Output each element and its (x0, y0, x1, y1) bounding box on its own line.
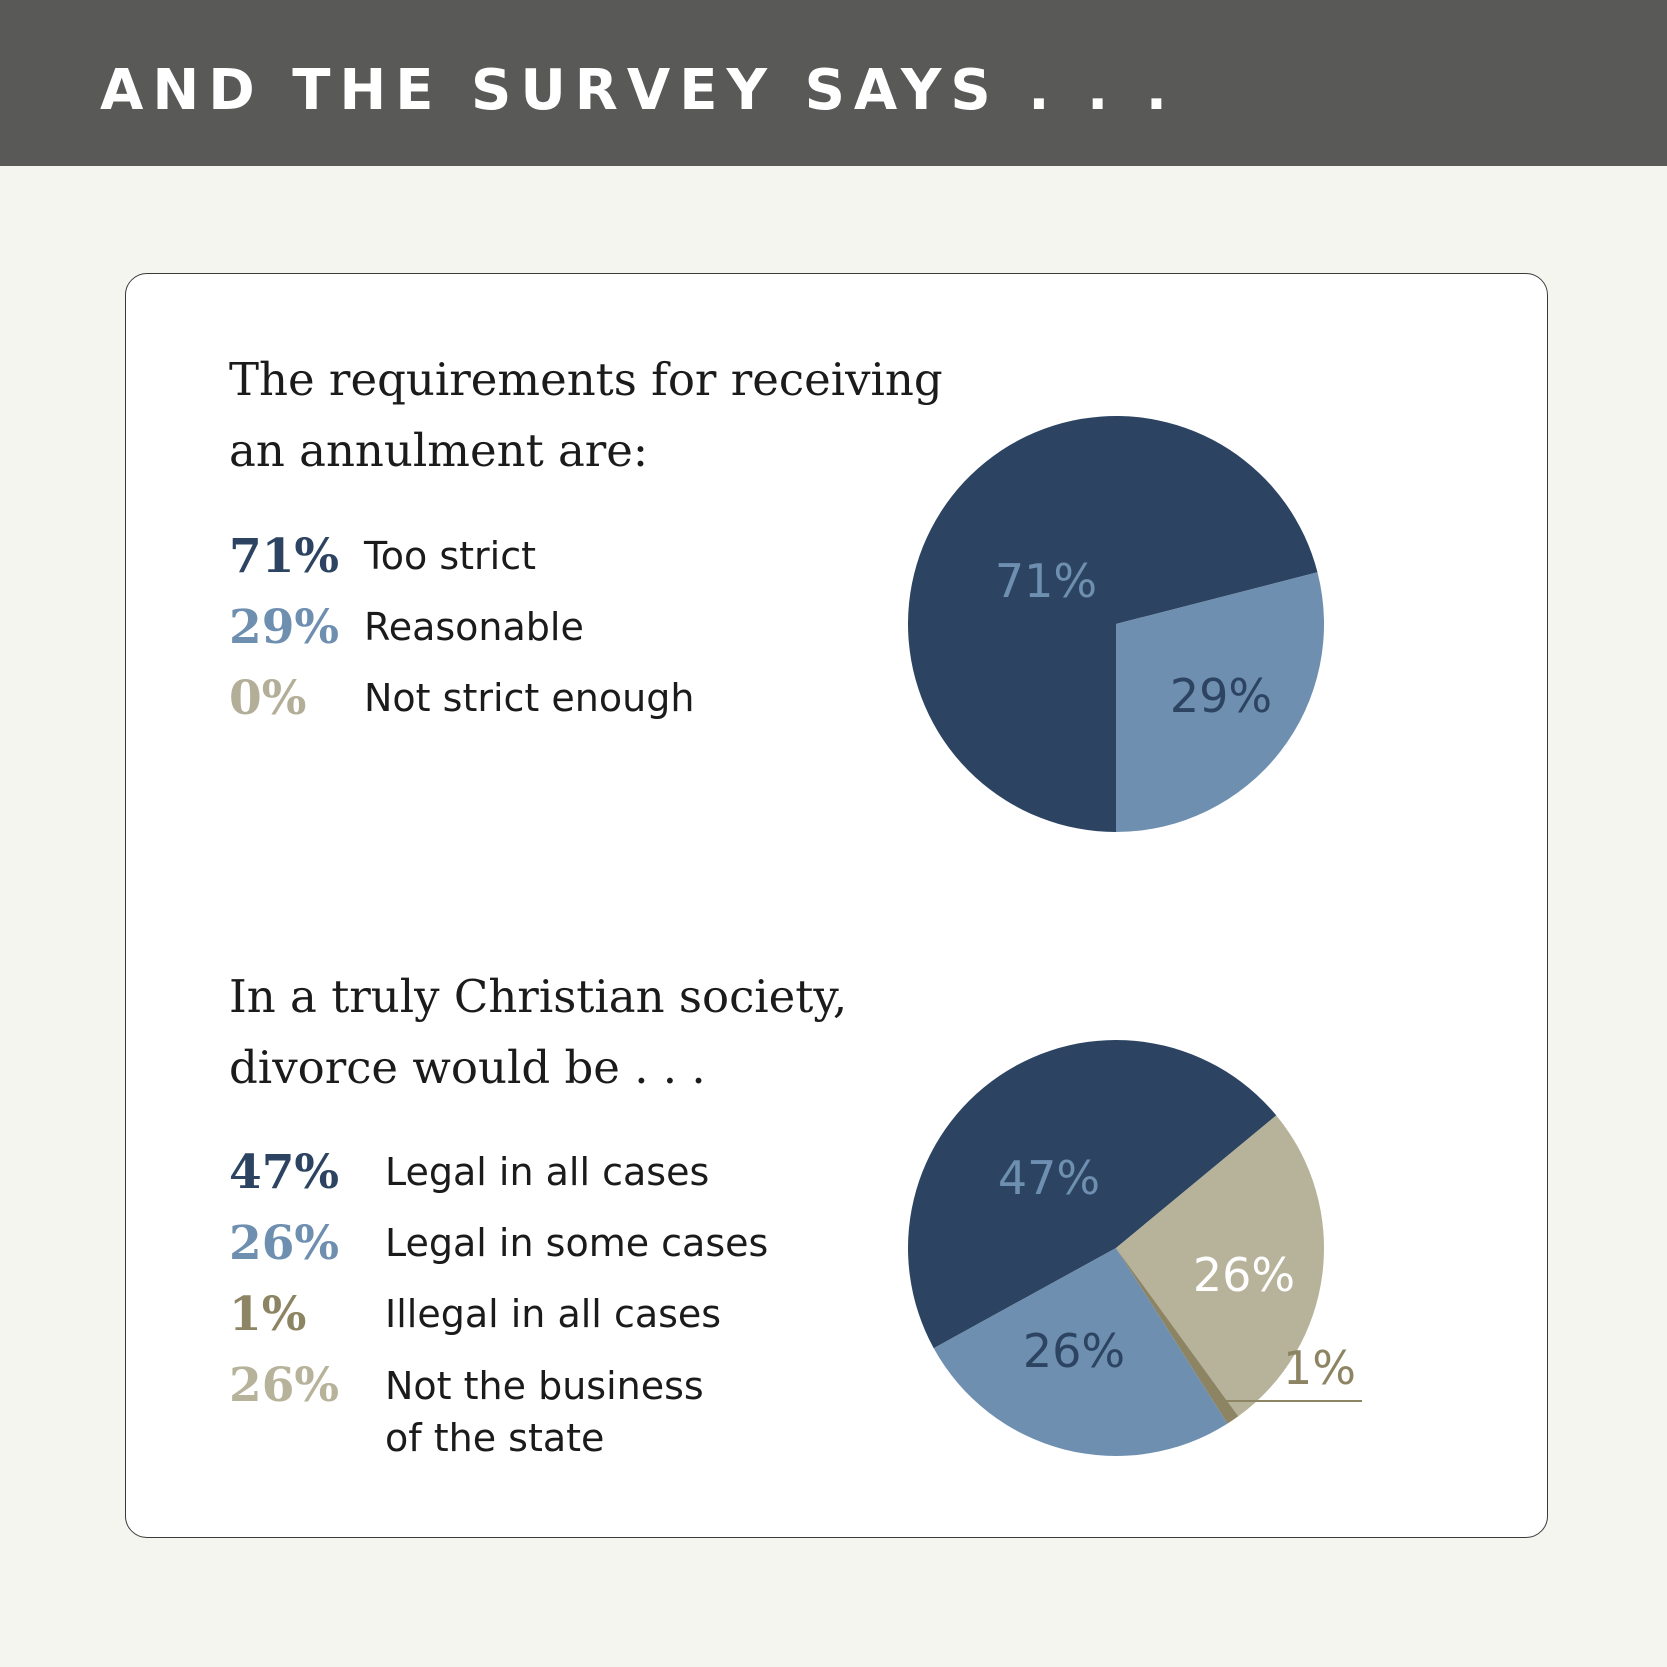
pie-slice (908, 416, 1318, 832)
pie-slice-label: 26% (1023, 1324, 1125, 1378)
chart-2-title-line-2: divorce would be . . . (229, 1041, 706, 1094)
chart-1-title-line-1: The requirements for receiving (229, 353, 943, 406)
chart-2-title: In a truly Christian society, divorce wo… (229, 961, 847, 1103)
legend-label: Not the business of the state (385, 1360, 704, 1464)
survey-card: The requirements for receiving an annulm… (125, 273, 1548, 1538)
chart-2-title-line-1: In a truly Christian society, (229, 970, 848, 1023)
legend-percent: 0% (229, 671, 307, 726)
legend-label: Not strict enough (364, 676, 695, 720)
pie-slice (933, 1248, 1228, 1456)
header-bar: AND THE SURVEY SAYS . . . (0, 0, 1667, 166)
pie-slice (1116, 572, 1325, 832)
legend-percent: 47% (229, 1145, 340, 1200)
legend-percent: 26% (229, 1216, 340, 1271)
pie-slice-label: 26% (1193, 1248, 1295, 1302)
pie-chart-divorce: 47% 26% 1% 26% (908, 1040, 1362, 1456)
legend-label-line-2: of the state (385, 1416, 605, 1460)
pie-slice (908, 1040, 1277, 1349)
legend-label-line-1: Not the business (385, 1364, 704, 1408)
legend-percent: 1% (229, 1287, 307, 1342)
pie-slice (1116, 1115, 1325, 1417)
page-title: AND THE SURVEY SAYS . . . (100, 58, 1177, 123)
pie-slice-label: 47% (998, 1151, 1100, 1205)
legend-label: Legal in some cases (385, 1221, 769, 1265)
pie-chart-annulment: 71% 29% (908, 416, 1325, 832)
pie-slice-label: 1% (1283, 1341, 1356, 1395)
legend-label: Illegal in all cases (385, 1292, 722, 1336)
chart-1-title: The requirements for receiving an annulm… (229, 344, 943, 486)
leader-line (1217, 1400, 1362, 1407)
legend-label: Too strict (364, 534, 537, 578)
legend-percent: 26% (229, 1358, 340, 1413)
legend-percent: 71% (229, 529, 340, 584)
legend-percent: 29% (229, 600, 340, 655)
pie-slice-label: 71% (995, 554, 1097, 608)
legend-label: Legal in all cases (385, 1150, 710, 1194)
legend-label: Reasonable (364, 605, 584, 649)
pie-slice (1116, 1248, 1239, 1424)
chart-1-title-line-2: an annulment are: (229, 424, 649, 477)
pie-slice-label: 29% (1170, 669, 1272, 723)
